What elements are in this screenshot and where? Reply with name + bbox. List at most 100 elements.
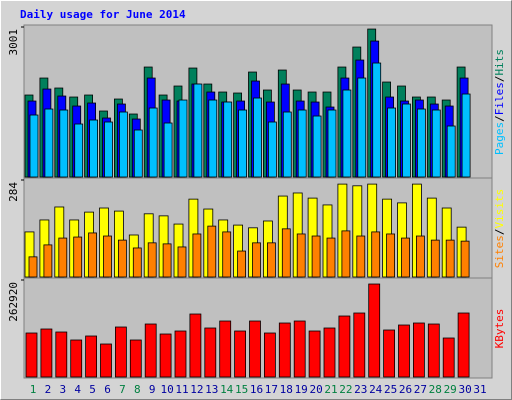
bar — [89, 119, 98, 178]
bar — [371, 231, 381, 278]
legend: KBytes — [493, 309, 506, 349]
x-tick-label: 18 — [280, 383, 293, 396]
x-tick-label: 5 — [89, 383, 96, 396]
x-tick-label: 8 — [134, 383, 141, 396]
legend-separator: / — [493, 115, 506, 122]
bar — [189, 313, 202, 378]
y-max-label: 3001 — [7, 29, 20, 56]
bar — [415, 235, 425, 278]
bar — [43, 244, 53, 278]
bar — [100, 343, 112, 378]
y-max-label: 262920 — [7, 282, 20, 322]
bar — [308, 330, 321, 378]
x-tick-label: 24 — [369, 383, 383, 396]
x-tick-label: 16 — [250, 383, 263, 396]
bar — [296, 233, 306, 278]
x-tick-label: 27 — [414, 383, 427, 396]
legend-separator: / — [493, 229, 506, 236]
bar — [163, 122, 173, 178]
bar — [402, 103, 411, 178]
x-tick-label: 23 — [354, 383, 367, 396]
x-tick-label: 30 — [458, 383, 471, 396]
bar — [416, 108, 426, 178]
x-tick-label: 22 — [339, 383, 352, 396]
bar — [460, 240, 470, 278]
bar — [28, 256, 38, 278]
bar — [263, 332, 276, 378]
legend-separator: / — [493, 76, 506, 83]
bar — [58, 237, 68, 278]
legend: Pages/Files/Hits — [493, 49, 506, 155]
bar — [70, 339, 83, 378]
x-tick-label: 7 — [119, 383, 126, 396]
legend-entry: Visits — [493, 189, 506, 229]
x-tick-label: 19 — [295, 383, 308, 396]
x-tick-label: 17 — [265, 383, 278, 396]
bar — [148, 107, 158, 178]
legend-entry: Pages — [493, 122, 506, 155]
bar — [177, 246, 187, 278]
bar — [341, 230, 351, 278]
bar — [323, 327, 336, 378]
bar — [401, 237, 410, 278]
bar — [252, 242, 261, 278]
bar — [88, 232, 97, 278]
bar — [278, 322, 291, 378]
bar — [159, 333, 172, 378]
x-tick-label: 6 — [104, 383, 111, 396]
bar — [238, 109, 248, 178]
bar — [132, 247, 142, 278]
bar — [73, 236, 83, 278]
chart-title: Daily usage for June 2014 — [20, 8, 186, 21]
bar — [222, 231, 232, 278]
bar — [219, 320, 232, 378]
bar — [119, 111, 128, 178]
bar — [398, 324, 410, 378]
bar — [193, 83, 203, 178]
bar — [442, 337, 455, 378]
legend-entry: Files — [493, 82, 506, 115]
bar — [461, 93, 471, 178]
bar — [208, 99, 218, 178]
bar — [59, 109, 69, 178]
bar — [427, 323, 440, 378]
x-tick-label: 3 — [59, 383, 66, 396]
bar — [293, 320, 306, 378]
x-tick-label: 14 — [220, 383, 234, 396]
bar — [40, 328, 53, 378]
bar — [338, 315, 351, 378]
bar — [357, 77, 367, 178]
bar — [312, 115, 322, 178]
bar — [383, 329, 396, 378]
x-tick-label: 11 — [175, 383, 188, 396]
x-tick-label: 28 — [429, 383, 442, 396]
x-tick-label: 1 — [30, 383, 37, 396]
bar — [356, 235, 366, 278]
legend-entry: KBytes — [493, 309, 506, 349]
bar — [431, 109, 441, 178]
bar — [103, 235, 112, 278]
bar — [372, 62, 382, 178]
bar — [74, 123, 84, 178]
x-tick-label: 13 — [205, 383, 218, 396]
bar — [147, 242, 157, 278]
bar — [445, 239, 455, 278]
bar — [368, 283, 381, 378]
bar — [223, 101, 233, 178]
x-tick-label: 10 — [160, 383, 173, 396]
bar — [297, 109, 307, 178]
bar — [144, 323, 157, 378]
bar — [178, 99, 188, 178]
bar — [174, 330, 187, 378]
bar — [446, 125, 456, 178]
legend-entry: Sites — [493, 235, 506, 268]
bar — [133, 129, 143, 178]
legend-entry: Hits — [493, 49, 506, 76]
bar — [129, 339, 142, 378]
x-tick-label: 12 — [190, 383, 203, 396]
legend: Sites/Visits — [493, 189, 506, 269]
bar — [342, 89, 352, 178]
bar — [327, 109, 337, 178]
